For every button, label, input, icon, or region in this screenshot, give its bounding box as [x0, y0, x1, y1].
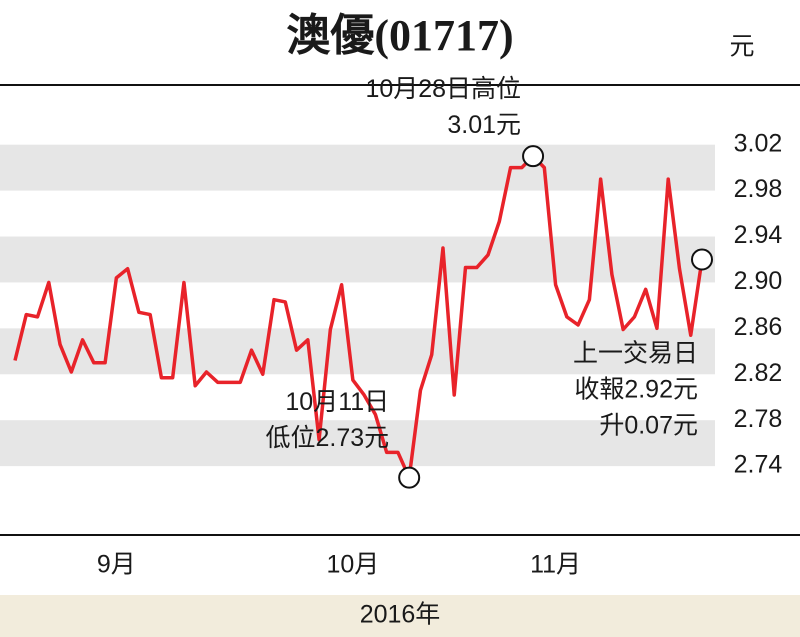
y-tick-label: 3.02 — [734, 129, 783, 157]
annotation: 上一交易日 — [573, 340, 698, 368]
annotation: 收報2.92元 — [574, 376, 698, 404]
y-tick-label: 2.94 — [734, 221, 783, 249]
annotation: 10月28日高位 — [365, 75, 521, 103]
y-tick-label: 2.90 — [734, 267, 783, 295]
plot-background — [0, 144, 715, 467]
highlight-point — [398, 466, 421, 489]
y-tick-label: 2.98 — [734, 175, 783, 203]
highlight-point — [691, 248, 713, 271]
annotation: 低位2.73元 — [266, 424, 390, 452]
x-tick-label: 9月 — [97, 551, 136, 579]
x-tick-label: 10月 — [326, 551, 379, 579]
y-unit: 元 — [729, 33, 754, 61]
line — [13, 154, 704, 480]
annotation: 升0.07元 — [599, 412, 698, 440]
highlight-point — [522, 145, 545, 168]
chart-title: 澳優(01717) — [286, 11, 513, 60]
grid-band — [0, 420, 715, 467]
y-tick-label: 2.86 — [734, 313, 783, 341]
annotation: 3.01元 — [447, 111, 521, 139]
x-axis-label: 2016年 — [360, 601, 441, 629]
footer-band — [0, 595, 800, 637]
y-tick-label: 2.78 — [734, 405, 783, 433]
annotation: 10月11日 — [285, 388, 389, 416]
x-tick-label: 11月 — [530, 551, 581, 579]
grid-band — [0, 328, 715, 375]
grid-band — [0, 144, 715, 191]
y-tick-label: 2.82 — [734, 359, 783, 387]
y-tick-label: 2.74 — [734, 451, 783, 479]
